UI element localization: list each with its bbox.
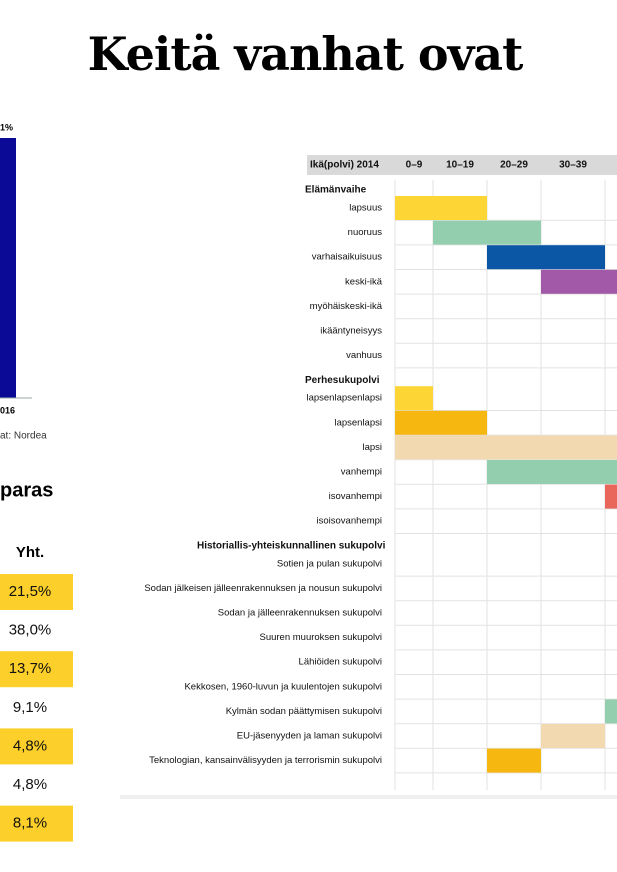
row-label: Kylmän sodan päättymisen sukupolvi	[226, 706, 382, 717]
span-bar	[605, 484, 617, 509]
column-header: Yht.	[16, 544, 44, 561]
row-label: isovanhempi	[329, 491, 382, 502]
span-bar	[487, 245, 605, 270]
row-label: Suuren muuroksen sukupolvi	[259, 632, 382, 643]
cell-bg	[0, 728, 73, 765]
span-bar	[605, 699, 617, 724]
section-title: Historiallis-yhteiskunnallinen sukupolvi	[197, 540, 386, 551]
row-label: Lähiöiden sukupolvi	[299, 657, 382, 668]
span-bar	[433, 220, 541, 245]
column-label: 0–9	[406, 160, 423, 171]
bar-label: 1%	[0, 122, 13, 132]
row-label: Sodan ja jälleenrakennuksen sukupolvi	[218, 608, 382, 619]
source: at: Nordea	[0, 431, 47, 442]
table-cell: 13,7%	[9, 660, 52, 677]
column-label: 30–39	[559, 160, 587, 171]
span-bar	[541, 724, 605, 748]
gantt-header-bg	[307, 155, 617, 175]
span-bar	[395, 386, 433, 411]
row-label: Sodan jälkeisen jälleenrakennuksen ja no…	[144, 583, 382, 594]
row-label: Teknologian, kansainvälisyyden ja terror…	[149, 755, 382, 766]
table-cell: 8,1%	[13, 815, 47, 832]
span-bar	[395, 435, 617, 460]
row-label: EU-jäsenyyden ja laman sukupolvi	[237, 731, 382, 742]
cell-bg	[0, 805, 73, 842]
row-label: lapsenlapsi	[334, 417, 382, 428]
table-heading: paras	[0, 479, 53, 501]
column-label: 20–29	[500, 160, 528, 171]
table-cell: 4,8%	[13, 776, 47, 793]
span-bar	[395, 410, 487, 435]
row-label: myöhäiskeski-ikä	[310, 301, 383, 312]
span-bar	[541, 269, 617, 294]
table-cell: 38,0%	[9, 622, 52, 639]
section-title: Elämänvaihe	[305, 185, 367, 196]
column-label: 10–19	[446, 160, 474, 171]
table-cell: 9,1%	[13, 699, 47, 716]
cell-bg	[0, 574, 73, 610]
axis-label: 016	[0, 405, 15, 415]
page-title: Keitä vanhat ovat	[88, 27, 524, 81]
row-label: ikääntyneisyys	[320, 326, 382, 337]
row-label: vanhuus	[346, 350, 382, 361]
row-label: nuoruus	[348, 227, 383, 238]
section-title: Perhesukupolvi	[305, 375, 380, 386]
span-bar	[487, 460, 617, 484]
row-label: lapsenlapsenlapsi	[306, 393, 382, 404]
row-label: keski-ikä	[345, 276, 383, 287]
row-label: isoisovanhempi	[317, 516, 382, 527]
row-label: Kekkosen, 1960-luvun ja kuulentojen suku…	[184, 681, 382, 692]
span-bar	[487, 748, 541, 773]
cell-bg	[0, 651, 73, 688]
span-bar	[395, 196, 487, 220]
table-cell: 21,5%	[9, 583, 52, 600]
partial-bar	[0, 138, 16, 398]
row-label: varhaisaikuisuus	[312, 252, 382, 263]
gantt-header: Ikä(polvi) 2014	[310, 160, 379, 171]
row-label: lapsuus	[349, 203, 382, 214]
row-label: Sotien ja pulan sukupolvi	[277, 558, 382, 569]
chart-shadow	[120, 795, 617, 799]
row-label: vanhempi	[341, 467, 382, 478]
row-label: lapsi	[362, 442, 382, 453]
table-cell: 4,8%	[13, 737, 47, 754]
